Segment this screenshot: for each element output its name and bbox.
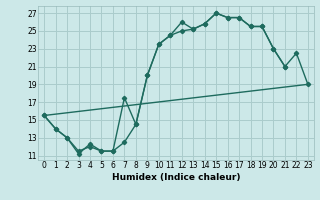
X-axis label: Humidex (Indice chaleur): Humidex (Indice chaleur) [112, 173, 240, 182]
